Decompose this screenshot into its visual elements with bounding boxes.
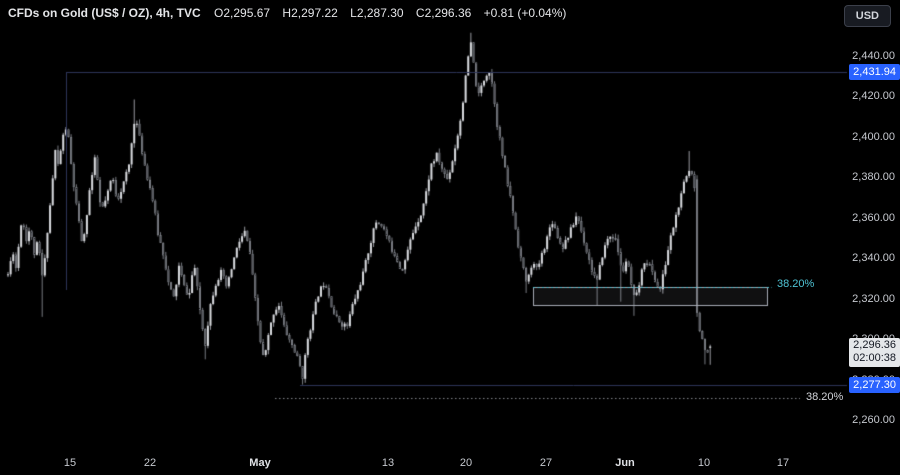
time-tick: 17 [776,457,790,469]
time-tick: 20 [459,457,473,469]
time-axis[interactable]: 15 22 May 13 20 27 Jun 10 17 [0,450,900,475]
ohlc-high: H2,297.22 [282,6,338,20]
time-tick: Jun [615,457,635,469]
price-line-label-upper: 2,431.94 [849,64,900,81]
time-tick: 22 [143,457,157,469]
time-tick: 15 [63,457,77,469]
symbol-title: CFDs on Gold (US$ / OZ), 4h, TVC [8,6,201,20]
price-tick: 2,380.00 [852,171,895,184]
ohlc-close: C2,296.36 [415,6,472,20]
price-line-label-lower: 2,277.30 [849,377,900,393]
fib-382-zone-label: 38.20% [777,278,815,291]
price-tick: 2,360.00 [852,211,895,224]
ohlc-open: O2,295.67 [214,6,271,20]
last-price-value: 2,296.36 [853,339,896,352]
price-tick: 2,340.00 [852,252,895,265]
time-tick: 27 [539,457,553,469]
currency-button[interactable]: USD [843,5,891,27]
time-tick: 10 [697,457,711,469]
fib-382-lower-label: 38.20% [806,390,844,403]
last-price-countdown-label: 2,296.36 02:00:38 [849,338,900,368]
price-tick: 2,400.00 [852,130,895,143]
bar-countdown: 02:00:38 [853,352,896,365]
price-tick: 2,420.00 [852,90,895,103]
symbol-ohlc-header: CFDs on Gold (US$ / OZ), 4h, TVC O2,295.… [8,6,575,20]
price-tick: 2,260.00 [852,414,895,426]
ohlc-low: L2,287.30 [350,6,404,20]
time-tick: May [249,457,271,469]
time-tick: 13 [381,457,395,469]
price-change: +0.81 (+0.04%) [483,6,567,20]
price-tick: 2,320.00 [852,292,895,305]
price-tick: 2,440.00 [852,50,895,62]
